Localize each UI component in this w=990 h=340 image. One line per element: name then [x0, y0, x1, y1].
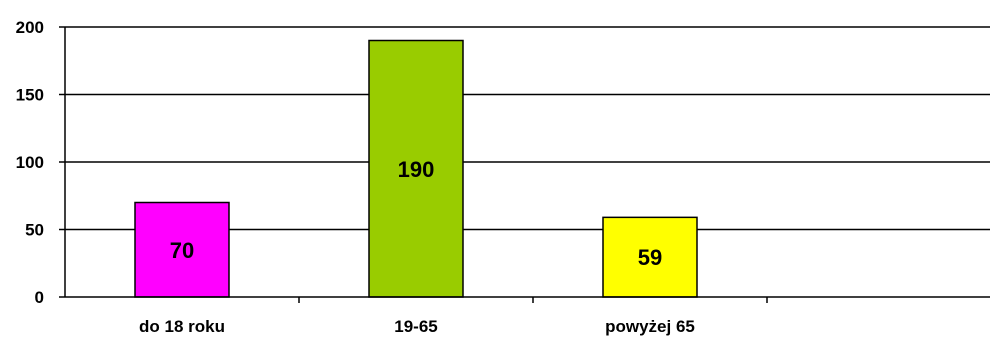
- x-category-label: do 18 roku: [139, 317, 225, 336]
- gridlines: [65, 26, 990, 231]
- data-label: 70: [170, 238, 194, 263]
- data-label: 59: [638, 245, 662, 270]
- bar-1: [134, 201, 230, 298]
- y-tick-label: 50: [25, 221, 44, 240]
- x-axis-ticks: do 18 roku 19-65 powyżej 65: [139, 297, 768, 336]
- bar-3: [602, 216, 698, 298]
- data-labels: 70 190 59: [170, 157, 662, 270]
- y-tick-label: 200: [16, 18, 44, 37]
- x-category-label: 19-65: [394, 317, 437, 336]
- y-tick-label: 0: [35, 288, 44, 307]
- data-label: 190: [398, 157, 435, 182]
- y-tick-label: 150: [16, 86, 44, 105]
- y-axis-ticks: 0 50 100 150 200: [16, 18, 65, 307]
- x-category-label: powyżej 65: [605, 317, 695, 336]
- y-tick-label: 100: [16, 153, 44, 172]
